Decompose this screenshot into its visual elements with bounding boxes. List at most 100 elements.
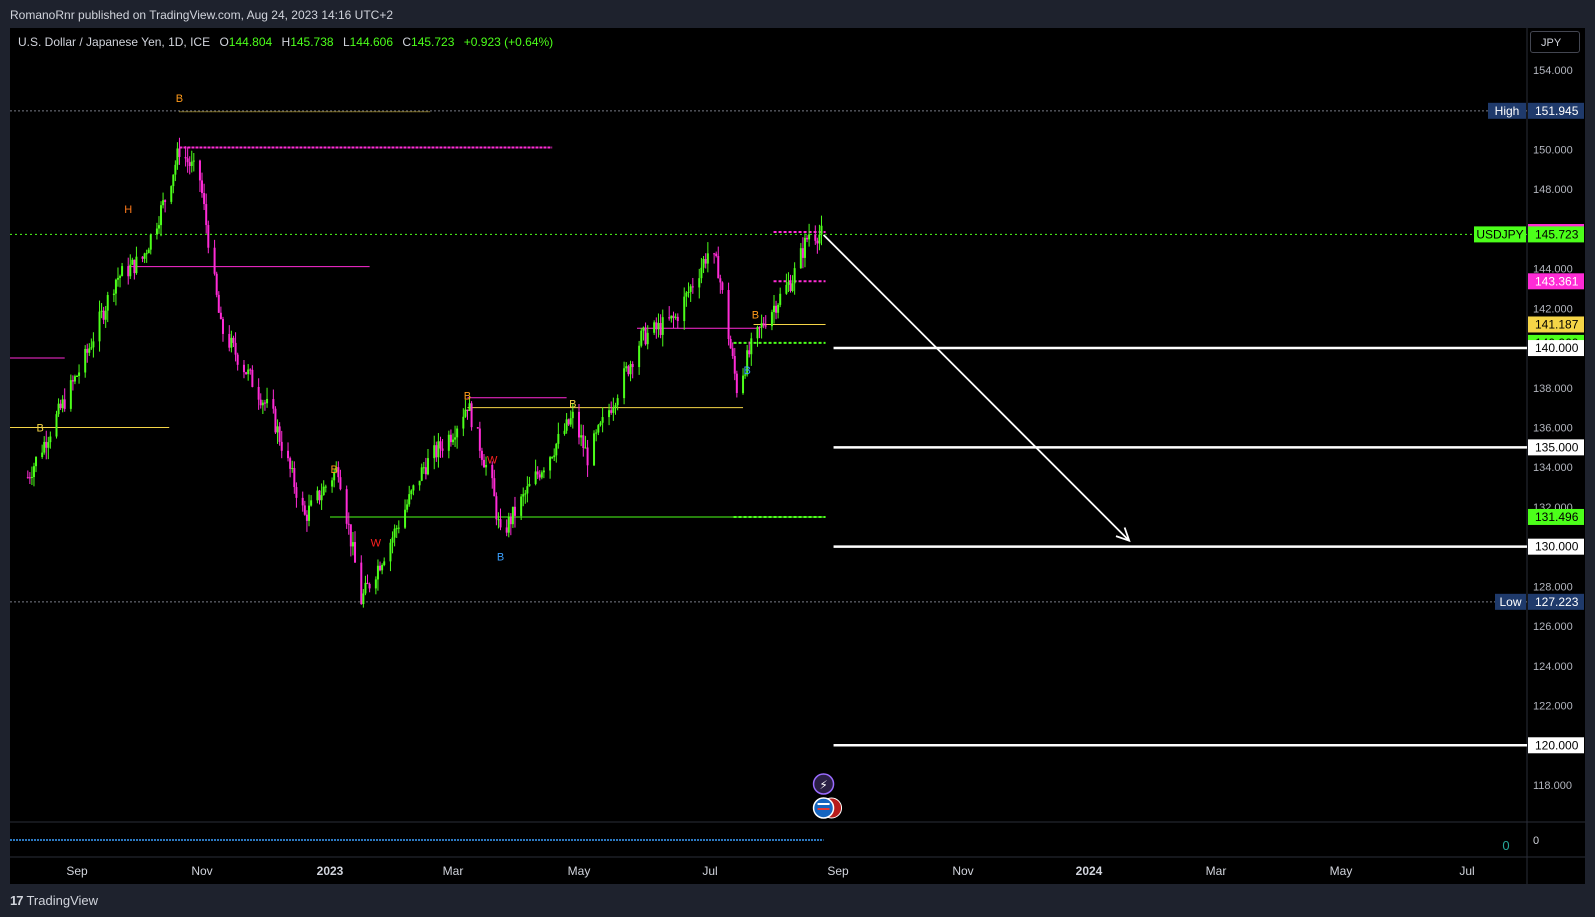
candle-body [520, 496, 523, 516]
candle-body [339, 477, 342, 490]
candle-body [230, 337, 233, 348]
candle-body [476, 427, 479, 429]
candle-body [104, 310, 107, 320]
candle-body [668, 317, 671, 319]
price-badge [1528, 102, 1584, 119]
x-tick-label: Nov [952, 864, 973, 878]
price-badge-label: 130.000 [1535, 540, 1579, 554]
candle-body [462, 416, 465, 429]
candle-body [456, 428, 459, 438]
price-badge-label: 141.187 [1535, 317, 1579, 331]
candle-body [435, 445, 438, 458]
candle-body [818, 234, 821, 244]
candle-body [119, 276, 122, 278]
candle-body [685, 292, 688, 297]
candle-body [540, 472, 543, 478]
candle-body [735, 373, 738, 394]
candle-body [418, 480, 421, 486]
y-tick-label: 134.000 [1533, 462, 1573, 474]
candle-body [580, 435, 583, 438]
candle-body [379, 565, 382, 571]
candle-body [497, 519, 500, 521]
candle-body [251, 369, 254, 387]
candle-body [242, 364, 245, 373]
projection-arrow-line[interactable] [822, 234, 1130, 542]
candle-body [760, 323, 763, 328]
candle-body [733, 355, 736, 374]
candle-body [447, 434, 450, 451]
us-flag-stripe [817, 803, 830, 805]
high-label: H [281, 35, 291, 49]
pattern-marker: W [371, 538, 382, 550]
candle-body [522, 494, 525, 497]
us-flag-stripe [817, 808, 830, 810]
candle-body [135, 256, 138, 274]
candle-body [272, 399, 275, 409]
tradingview-logo[interactable]: 17 TradingView [10, 893, 98, 908]
candle-body [742, 375, 745, 394]
candle-body [121, 266, 124, 277]
candle-body [337, 467, 340, 478]
candle-body [717, 256, 720, 279]
candle-body [92, 341, 95, 348]
candle-body [43, 441, 46, 453]
tradingview-logo-icon: 17 [10, 893, 24, 908]
candle-body [464, 409, 467, 417]
candle-body [756, 327, 759, 339]
candle-body [276, 426, 279, 433]
candle-body [538, 474, 541, 478]
candle-body [511, 506, 514, 525]
candle-body [259, 399, 262, 406]
candle-body [814, 234, 817, 241]
lightning-event-icon[interactable] [812, 773, 835, 795]
candle-body [301, 497, 304, 506]
candle-body [424, 467, 427, 475]
candle-body [102, 310, 105, 320]
y-tick-label: 154.000 [1533, 65, 1573, 77]
candle-body [98, 311, 101, 342]
chart-area[interactable] [10, 28, 1585, 884]
candle-body [234, 342, 237, 355]
pattern-marker: W [487, 454, 498, 466]
candle-body [555, 443, 558, 456]
y-tick-label: 122.000 [1533, 701, 1573, 713]
candle-body [551, 457, 554, 459]
candle-body [324, 486, 327, 488]
symbol-legend: U.S. Dollar / Japanese Yen, 1D, ICE O144… [18, 35, 553, 49]
price-badge [1528, 226, 1584, 243]
candle-body [263, 402, 266, 404]
candle-body [764, 325, 767, 327]
candle-body [149, 234, 152, 250]
candle-body [410, 490, 413, 495]
candle-body [569, 418, 572, 425]
candle-body [793, 268, 796, 284]
pattern-marker: B [464, 391, 471, 403]
candle-body [439, 441, 442, 449]
candle-body [127, 266, 130, 277]
candle-body [727, 290, 730, 339]
candle-body [397, 527, 400, 529]
candle-body [141, 256, 144, 259]
candle-body [638, 345, 641, 368]
candle-body [779, 293, 782, 305]
price-badge-label: 151.945 [1535, 104, 1579, 118]
candle-body [131, 259, 134, 265]
high-value: 145.738 [290, 35, 334, 49]
price-badge-label: 135.000 [1535, 440, 1579, 454]
candle-body [333, 472, 336, 481]
candle-body [773, 305, 775, 313]
x-tick-label: 2024 [1076, 864, 1103, 878]
candle-body [287, 450, 290, 459]
candle-body [610, 410, 613, 413]
candle-body [205, 204, 208, 226]
x-tick-label: Jul [702, 864, 717, 878]
candle-body [147, 249, 150, 254]
candle-body [164, 200, 167, 202]
candle-body [215, 273, 218, 295]
candle-body [553, 455, 556, 458]
candle-body [480, 450, 483, 460]
candle-body [249, 369, 252, 371]
candle-body [374, 579, 377, 589]
currency-button[interactable]: JPY [1530, 31, 1580, 53]
